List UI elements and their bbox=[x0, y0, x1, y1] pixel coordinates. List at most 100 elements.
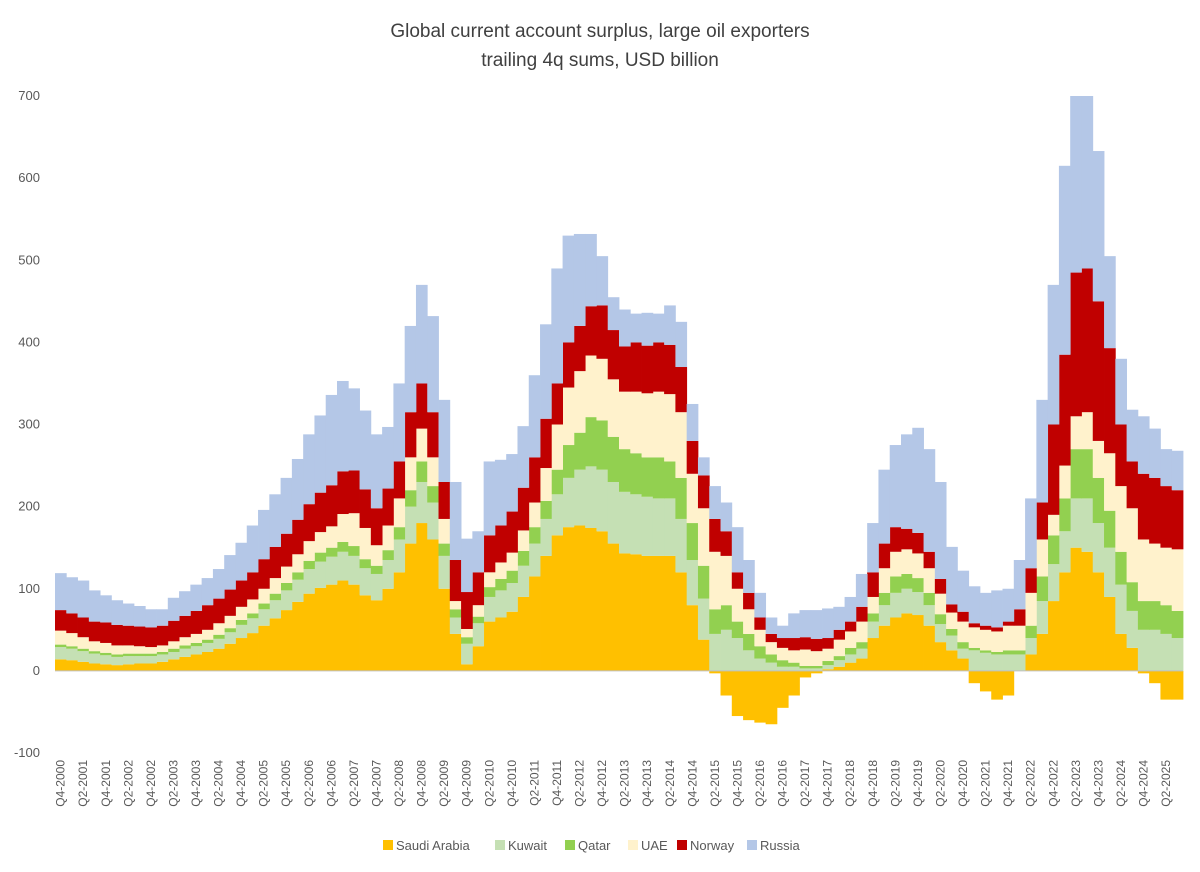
bar-segment bbox=[145, 609, 157, 628]
bar-segment bbox=[641, 457, 654, 497]
bar-segment bbox=[156, 651, 169, 655]
x-tick-label: Q4-2015 bbox=[730, 760, 744, 807]
bar-segment bbox=[201, 629, 214, 640]
x-tick-label: Q2-2003 bbox=[166, 760, 180, 807]
bar-segment bbox=[337, 380, 349, 472]
bar-segment bbox=[1104, 256, 1116, 349]
bar-segment bbox=[1058, 531, 1071, 573]
bar-segment bbox=[472, 646, 485, 671]
y-tick-label: 200 bbox=[18, 499, 40, 514]
bar-segment bbox=[923, 625, 936, 671]
bar-segment bbox=[855, 621, 868, 643]
bar-segment bbox=[1171, 670, 1184, 700]
bar-segment bbox=[461, 592, 473, 629]
bar-segment bbox=[100, 652, 112, 656]
bar-segment bbox=[517, 487, 530, 531]
bar-segment bbox=[1036, 633, 1049, 671]
bar-segment bbox=[325, 584, 338, 671]
legend-swatch bbox=[383, 840, 393, 850]
bar-segment bbox=[449, 601, 462, 610]
bar-segment bbox=[167, 620, 180, 642]
bar-segment bbox=[438, 543, 451, 556]
bar-segment bbox=[833, 639, 845, 657]
x-tick-label: Q4-2009 bbox=[460, 760, 474, 807]
bar-segment bbox=[438, 588, 451, 671]
bar-segment bbox=[55, 610, 67, 631]
bar-segment bbox=[179, 615, 191, 638]
bar-segment bbox=[66, 648, 78, 661]
y-tick-label: 100 bbox=[18, 581, 40, 596]
bar-segment bbox=[359, 410, 372, 490]
bar-segment bbox=[212, 638, 225, 649]
bar-segment bbox=[1115, 633, 1127, 671]
bar-segment bbox=[957, 658, 970, 671]
bar-segment bbox=[844, 596, 857, 622]
bar-segment bbox=[77, 651, 90, 662]
x-tick-label: Q2-2013 bbox=[618, 760, 632, 807]
bar-segment bbox=[224, 632, 236, 644]
bar-segment bbox=[325, 547, 338, 557]
bar-segment bbox=[337, 471, 349, 515]
bar-segment bbox=[675, 412, 688, 478]
x-tick-label: Q2-2020 bbox=[933, 760, 947, 807]
bar-segment bbox=[280, 477, 293, 534]
bar-segment bbox=[100, 655, 112, 665]
bar-segment bbox=[404, 325, 417, 413]
bar-segment bbox=[1047, 424, 1060, 515]
bar-segment bbox=[573, 432, 586, 470]
bar-segment bbox=[438, 481, 451, 519]
bar-segment bbox=[731, 572, 744, 589]
bar-segment bbox=[122, 653, 135, 657]
bar-segment bbox=[404, 457, 417, 491]
bar-segment bbox=[55, 647, 67, 660]
bar-segment bbox=[472, 623, 485, 647]
bar-segment bbox=[77, 617, 90, 638]
bar-segment bbox=[788, 613, 800, 639]
bar-segment bbox=[337, 541, 349, 552]
bar-segment bbox=[1171, 549, 1184, 611]
x-tick-label: Q4-2002 bbox=[144, 760, 158, 807]
bar-segment bbox=[709, 670, 721, 674]
bar-segment bbox=[754, 646, 767, 659]
y-tick-label: 500 bbox=[18, 252, 40, 267]
bar-segment bbox=[133, 646, 146, 654]
bar-segment bbox=[720, 555, 733, 606]
bar-segment bbox=[619, 491, 631, 554]
bar-segment bbox=[1070, 416, 1082, 450]
x-tick-label: Q4-2023 bbox=[1091, 760, 1105, 807]
bar-segment bbox=[359, 568, 372, 596]
bar-segment bbox=[393, 572, 406, 671]
x-tick-label: Q4-2004 bbox=[234, 760, 248, 807]
bar-segment bbox=[472, 572, 485, 606]
bar-segment bbox=[1025, 625, 1037, 639]
bar-segment bbox=[66, 633, 78, 647]
bar-segment bbox=[1070, 547, 1082, 671]
bar-segment bbox=[957, 611, 970, 622]
bar-segment bbox=[607, 379, 620, 437]
bar-segment bbox=[765, 633, 778, 643]
bar-segment bbox=[280, 590, 293, 611]
x-tick-label: Q4-2016 bbox=[776, 760, 790, 807]
bar-segment bbox=[720, 670, 733, 696]
bar-segment bbox=[1047, 514, 1060, 536]
bar-segment bbox=[472, 605, 485, 617]
bar-segment bbox=[810, 665, 823, 669]
bar-segment bbox=[652, 555, 665, 671]
bar-segment bbox=[867, 621, 879, 639]
bar-segment bbox=[201, 651, 214, 671]
bar-segment bbox=[810, 651, 823, 666]
bar-segment bbox=[607, 543, 620, 671]
bar-segment bbox=[540, 324, 552, 419]
bar-segment bbox=[867, 523, 879, 573]
bar-segment bbox=[449, 560, 462, 602]
bar-segment bbox=[1036, 601, 1049, 634]
bar-segment bbox=[1137, 473, 1150, 540]
bar-segment bbox=[427, 316, 439, 413]
bar-segment bbox=[494, 617, 507, 671]
bar-segment bbox=[472, 616, 485, 624]
bar-segment bbox=[246, 599, 259, 614]
bar-segment bbox=[506, 570, 518, 584]
x-tick-label: Q2-2017 bbox=[798, 760, 812, 807]
bar-segment bbox=[404, 506, 417, 544]
